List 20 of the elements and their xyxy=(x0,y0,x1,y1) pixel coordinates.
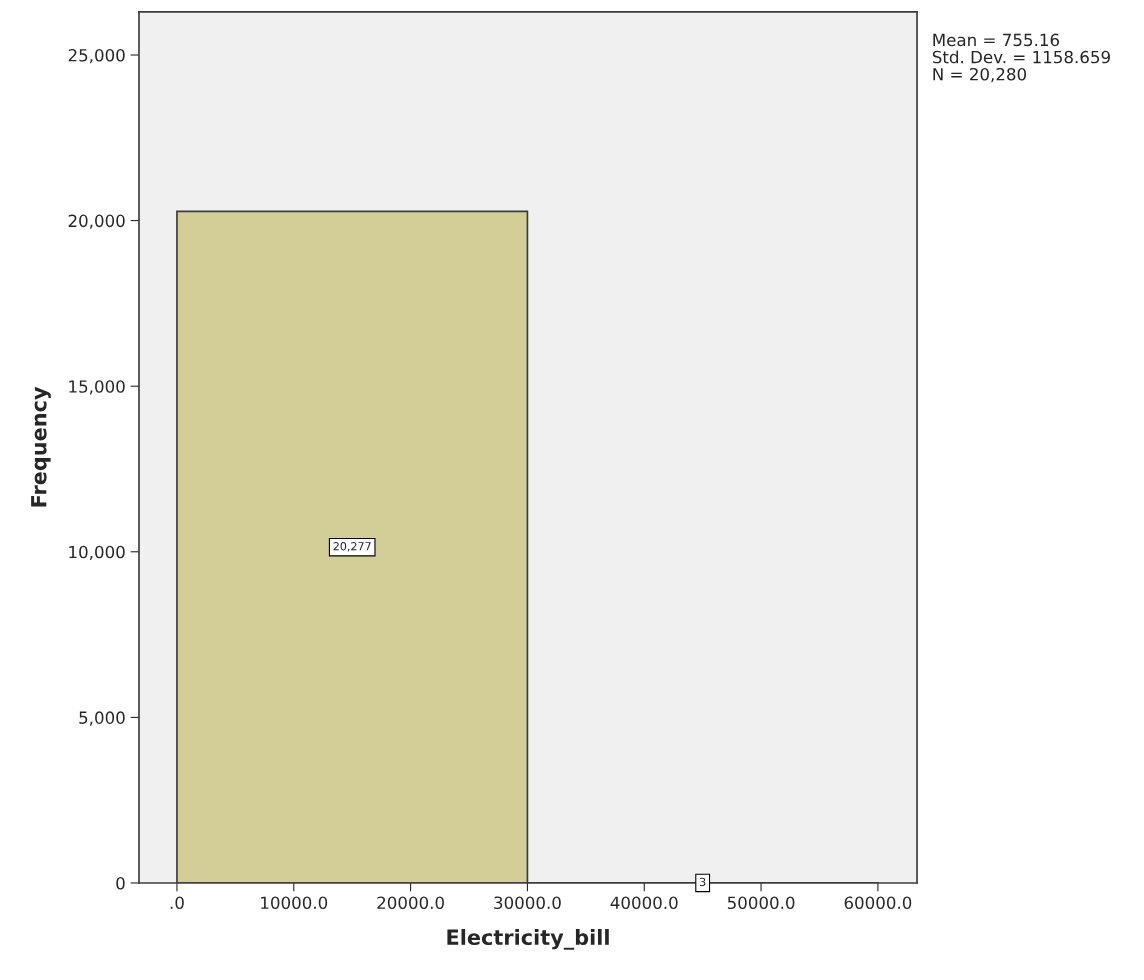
y-tick-label: 25,000 xyxy=(68,48,125,64)
x-tick-label: 10000.0 xyxy=(261,896,328,910)
text: Std. Dev. = 1158.659 xyxy=(932,50,1110,64)
x-tick-label: 40000.0 xyxy=(610,896,678,910)
x-tick-label: .0 xyxy=(170,896,184,910)
y-axis-title: Frequency xyxy=(31,386,51,507)
y-tick-label: 15,000 xyxy=(69,380,125,395)
y-tick-label: 10,000 xyxy=(69,545,125,561)
data-label: 20,277 xyxy=(333,542,371,552)
x-axis-title: Electricity_bill xyxy=(447,928,609,950)
text: Mean = 755.16 xyxy=(933,33,1060,47)
y-tick-label: 20,000 xyxy=(68,214,125,229)
y-tick-label: 5,000 xyxy=(79,711,125,726)
x-tick-label: 50000.0 xyxy=(727,896,795,910)
x-tick-label: 30000.0 xyxy=(494,896,561,910)
data-label: 3 xyxy=(699,877,706,887)
x-tick-label: 60000.0 xyxy=(844,896,912,910)
x-tick-label: 20000.0 xyxy=(377,896,444,910)
text: N = 20,280 xyxy=(933,67,1027,83)
y-tick-label: 0 xyxy=(116,876,125,890)
